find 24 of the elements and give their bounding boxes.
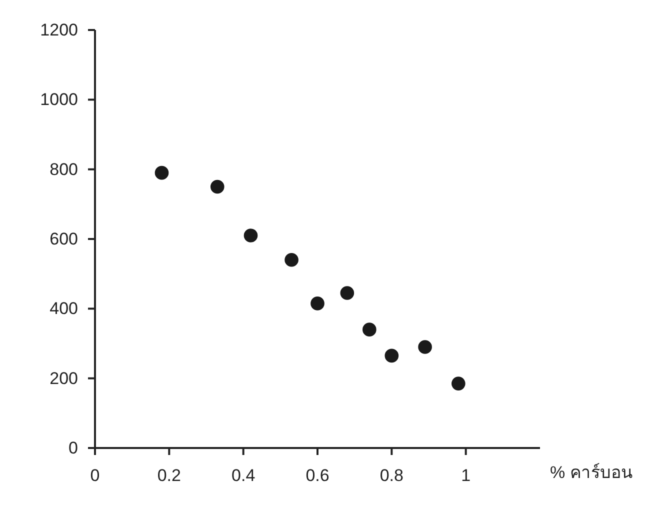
point (244, 228, 258, 242)
point (418, 340, 432, 354)
point (384, 348, 399, 363)
point (284, 253, 298, 267)
y-tick-label: 200 (50, 368, 78, 388)
x-tick-label: 0.2 (157, 466, 181, 486)
point (210, 180, 224, 194)
y-tick-label: 400 (50, 299, 78, 318)
y-tick-label: 800 (50, 160, 78, 179)
point (310, 296, 324, 310)
y-tick-label: 1200 (40, 20, 78, 40)
point (452, 376, 466, 390)
y-tick-label: 600 (50, 229, 78, 248)
y-tick-label: 0 (68, 438, 78, 458)
y-tick-label: 1000 (40, 90, 78, 110)
x-tick-label: 0.4 (232, 466, 256, 486)
x-tick-label: 1 (461, 466, 471, 486)
point (362, 322, 376, 336)
point (340, 286, 354, 300)
x-tick-label: 0 (90, 466, 100, 486)
point (154, 166, 169, 180)
x-tick-label: 0.6 (306, 466, 330, 486)
x-tick-label: 0.8 (380, 466, 404, 486)
x-axis-title: % คาร์บอน (550, 463, 633, 482)
